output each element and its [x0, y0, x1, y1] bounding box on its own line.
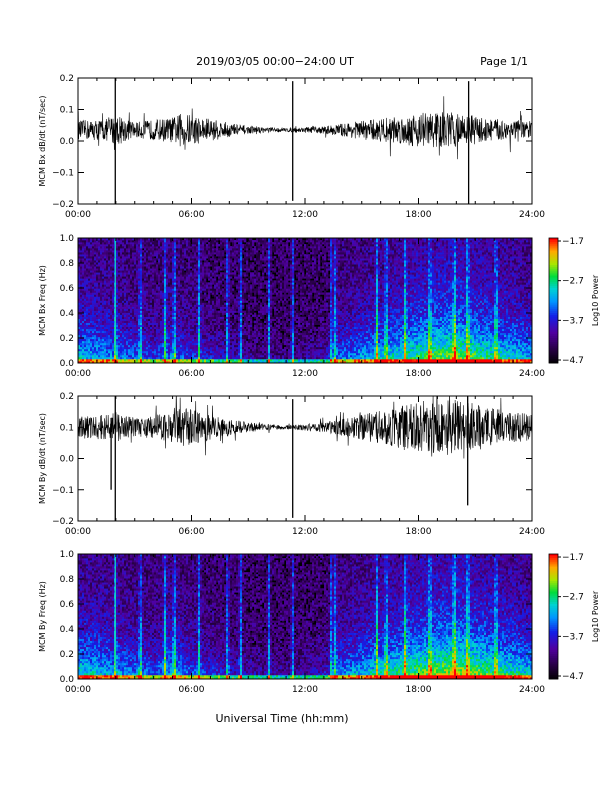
y-tick-label: 0.0	[60, 455, 75, 465]
x-tick-label: 12:00	[292, 685, 318, 695]
x-tick-label: 24:00	[519, 210, 545, 220]
y-tick-label: 0.4	[60, 625, 75, 635]
series-line	[78, 396, 532, 459]
x-tick-label: 06:00	[179, 210, 205, 220]
colorbar-label: Log10 Power	[591, 274, 600, 326]
x-tick-label: 12:00	[292, 210, 318, 220]
panel-bx-dbdt: 00:00 06:00 12:00 18:00 24:00 −0.2 −0.1 0.0 0.1 0…	[38, 74, 545, 220]
colorbar-tick-label: −3.7	[562, 632, 584, 642]
x-tick-label: 06:00	[179, 369, 205, 379]
x-tick-label: 24:00	[519, 527, 545, 537]
x-tick-label: 18:00	[406, 527, 432, 537]
heatmap-cells	[78, 554, 533, 680]
y-tick-label: 0.2	[60, 74, 74, 84]
y-tick-label: 0.0	[60, 137, 75, 147]
colorbar-tick-label: −3.7	[562, 316, 584, 326]
x-tick-label: 24:00	[519, 685, 545, 695]
series-line	[78, 96, 532, 160]
y-tick-label: 0.6	[60, 284, 75, 294]
colorbar-tick-label: −1.7	[562, 237, 584, 247]
x-tick-label: 00:00	[65, 369, 91, 379]
y-tick-label: −0.1	[52, 486, 74, 496]
y-tick-label: 0.0	[60, 359, 75, 369]
x-tick-label: 18:00	[406, 369, 432, 379]
colorbar-tick-label: −4.7	[562, 672, 584, 682]
y-tick-label: 1.0	[60, 550, 75, 560]
page-indicator: Page 1/1	[480, 55, 528, 68]
colorbar-tick-label: −2.7	[562, 593, 584, 603]
x-axis-label: Universal Time (hh:mm)	[216, 712, 349, 725]
colorbar-tick-label: −1.7	[562, 553, 584, 563]
y-axis-label: MCM Bx dB/dt (nT/sec)	[38, 95, 47, 186]
x-tick-label: 12:00	[292, 369, 318, 379]
colorbar: −1.7 −2.7 −3.7 −4.7 Log10 Power	[548, 553, 600, 682]
y-tick-label: −0.2	[52, 517, 74, 527]
colorbar-label: Log10 Power	[591, 590, 600, 642]
heatmap-cells	[78, 238, 533, 364]
y-tick-label: −0.2	[52, 200, 74, 210]
y-axis-label: MCM Bx Freq (Hz)	[38, 265, 47, 336]
y-tick-label: 0.1	[60, 423, 74, 433]
y-tick-label: 0.2	[60, 650, 74, 660]
x-tick-label: 18:00	[406, 685, 432, 695]
y-tick-label: 0.6	[60, 600, 75, 610]
x-tick-label: 00:00	[65, 685, 91, 695]
y-axis-label: MCM By Freq (Hz)	[38, 581, 47, 652]
y-tick-label: 0.2	[60, 392, 74, 402]
y-tick-label: 1.0	[60, 234, 75, 244]
panel-bx-spectrogram: 00:00 06:00 12:00 18:00 24:00 0.0 0.2 0.4 0.6 0.8…	[38, 234, 600, 379]
colorbar: −1.7 −2.7 −3.7 −4.7 Log10 Power	[548, 237, 600, 366]
x-tick-label: 24:00	[519, 369, 545, 379]
y-tick-label: 0.8	[60, 259, 75, 269]
figure-title: 2019/03/05 00:00−24:00 UT	[196, 55, 354, 68]
x-tick-label: 00:00	[65, 527, 91, 537]
panel-by-spectrogram: 00:00 06:00 12:00 18:00 24:00 0.0 0.2 0.4 0.6 0.8…	[38, 550, 600, 695]
colorbar-tick-label: −4.7	[562, 356, 584, 366]
colorbar-tick-label: −2.7	[562, 277, 584, 287]
y-axis-label: MCM By dB/dt (nT/sec)	[38, 413, 47, 504]
panel-by-dbdt: 00:00 06:00 12:00 18:00 24:00 −0.2 −0.1 0.0 0.1 0…	[38, 392, 545, 537]
x-tick-label: 00:00	[65, 210, 91, 220]
y-tick-label: 0.4	[60, 309, 75, 319]
y-tick-label: −0.1	[52, 169, 74, 179]
y-tick-label: 0.8	[60, 575, 75, 585]
y-tick-label: 0.2	[60, 334, 74, 344]
x-tick-label: 12:00	[292, 527, 318, 537]
y-tick-label: 0.0	[60, 675, 75, 685]
x-tick-label: 06:00	[179, 527, 205, 537]
x-tick-label: 06:00	[179, 685, 205, 695]
y-tick-label: 0.1	[60, 106, 74, 116]
plot-frame	[77, 77, 533, 205]
x-tick-label: 18:00	[406, 210, 432, 220]
